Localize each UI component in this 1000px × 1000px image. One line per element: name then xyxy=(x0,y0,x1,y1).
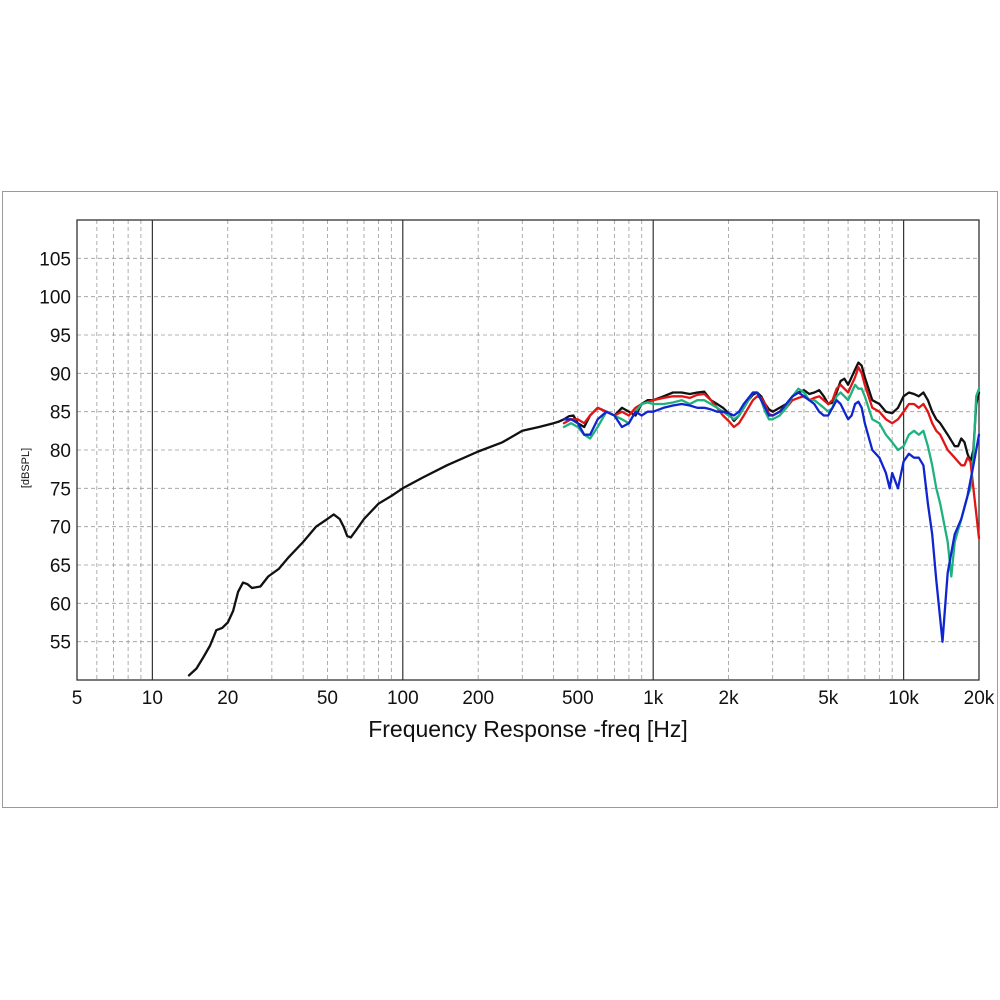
y-tick-label: 100 xyxy=(39,288,71,309)
series-line-3 xyxy=(562,383,981,578)
x-tick-label: 1k xyxy=(643,688,664,709)
x-tick-label: 5 xyxy=(72,688,83,709)
x-tick-label: 200 xyxy=(462,688,494,709)
x-tick-label: 50 xyxy=(317,688,338,709)
x-tick-label: 100 xyxy=(387,688,419,709)
y-tick-label: 85 xyxy=(50,403,71,424)
y-tick-label: 90 xyxy=(50,364,71,385)
series-line-4 xyxy=(562,391,981,643)
y-tick-label: 80 xyxy=(50,441,71,462)
x-tick-label: 5k xyxy=(818,688,839,709)
x-tick-label: 10 xyxy=(142,688,163,709)
x-tick-label: 500 xyxy=(562,688,594,709)
y-tick-label: 95 xyxy=(50,326,71,347)
x-tick-label: 20k xyxy=(964,688,995,709)
x-axis-label: Frequency Response -freq [Hz] xyxy=(368,716,688,742)
y-tick-label: 65 xyxy=(50,556,71,577)
tick-labels: 5 10 20 50 100 200 500 1k 2k 5k 10k 20k 55 60 65 70 75 80… xyxy=(39,249,995,709)
y-axis-label: [dBSPL] xyxy=(20,448,32,488)
y-tick-label: 75 xyxy=(50,479,71,500)
x-tick-label: 20 xyxy=(217,688,238,709)
grid xyxy=(76,219,980,681)
series-lines xyxy=(187,361,981,677)
y-tick-label: 60 xyxy=(50,594,71,615)
y-tick-label: 105 xyxy=(39,249,71,270)
y-tick-label: 55 xyxy=(50,633,71,654)
x-tick-label: 10k xyxy=(888,688,919,709)
x-tick-label: 2k xyxy=(719,688,740,709)
plot-border xyxy=(76,219,980,681)
y-tick-label: 70 xyxy=(50,518,71,539)
